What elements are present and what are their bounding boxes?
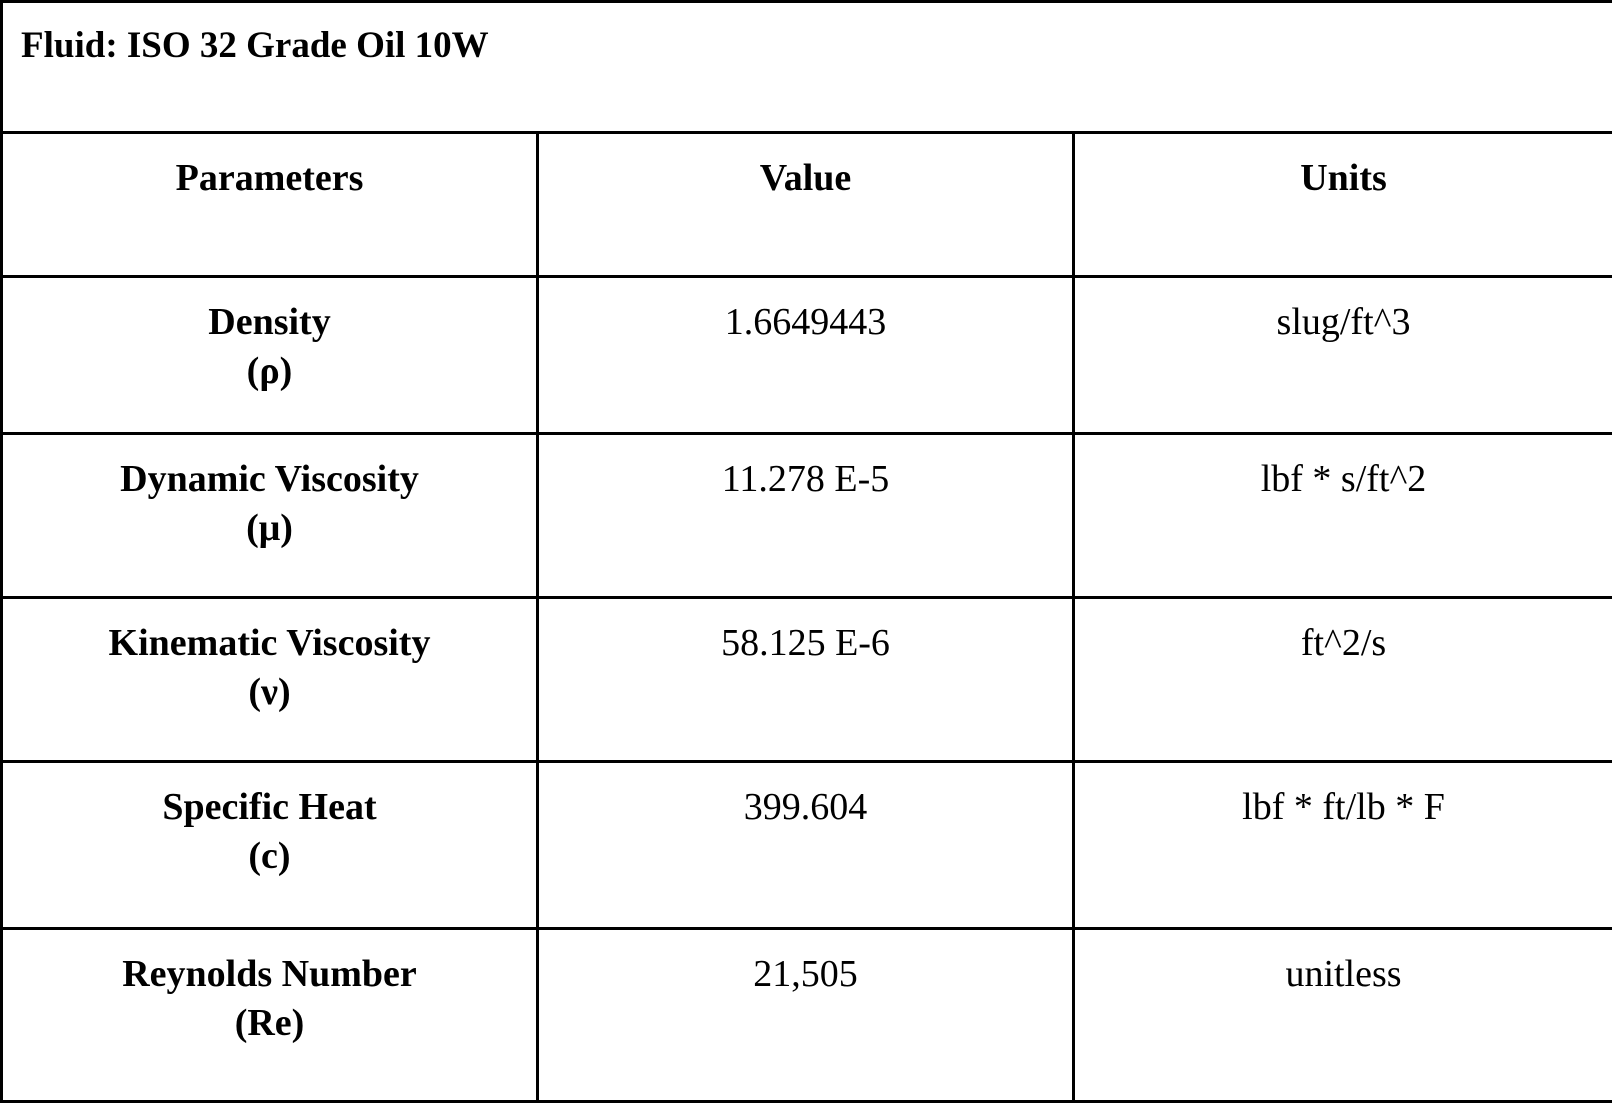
value-cell: 1.6649443 [538,277,1074,434]
parameter-symbol: (μ) [3,504,536,553]
parameter-name: Reynolds Number [3,950,536,999]
parameter-symbol: (ρ) [3,347,536,396]
table-row-kinematic-viscosity: Kinematic Viscosity (ν) 58.125 E-6 ft^2/… [2,598,1612,762]
parameter-name: Density [3,298,536,347]
value-cell: 58.125 E-6 [538,598,1074,762]
table-row-reynolds-number: Reynolds Number (Re) 21,505 unitless [2,929,1612,1102]
table-header-row: Parameters Value Units [2,133,1612,277]
parameter-cell: Kinematic Viscosity (ν) [2,598,538,762]
parameter-symbol: (c) [3,832,536,881]
parameter-name: Dynamic Viscosity [3,455,536,504]
table-title: Fluid: ISO 32 Grade Oil 10W [2,2,1612,133]
table-row-dynamic-viscosity: Dynamic Viscosity (μ) 11.278 E-5 lbf * s… [2,434,1612,598]
header-value: Value [538,133,1074,277]
parameter-symbol: (ν) [3,668,536,717]
table-title-row: Fluid: ISO 32 Grade Oil 10W [2,2,1612,133]
header-parameters: Parameters [2,133,538,277]
parameter-name: Specific Heat [3,783,536,832]
table-row-density: Density (ρ) 1.6649443 slug/ft^3 [2,277,1612,434]
table-row-specific-heat: Specific Heat (c) 399.604 lbf * ft/lb * … [2,762,1612,929]
value-cell: 11.278 E-5 [538,434,1074,598]
units-cell: lbf * ft/lb * F [1074,762,1612,929]
parameter-cell: Reynolds Number (Re) [2,929,538,1102]
parameter-cell: Specific Heat (c) [2,762,538,929]
parameter-symbol: (Re) [3,999,536,1048]
parameter-cell: Dynamic Viscosity (μ) [2,434,538,598]
units-cell: slug/ft^3 [1074,277,1612,434]
units-cell: unitless [1074,929,1612,1102]
value-cell: 21,505 [538,929,1074,1102]
units-cell: lbf * s/ft^2 [1074,434,1612,598]
header-units: Units [1074,133,1612,277]
parameter-cell: Density (ρ) [2,277,538,434]
value-cell: 399.604 [538,762,1074,929]
parameter-name: Kinematic Viscosity [3,619,536,668]
units-cell: ft^2/s [1074,598,1612,762]
